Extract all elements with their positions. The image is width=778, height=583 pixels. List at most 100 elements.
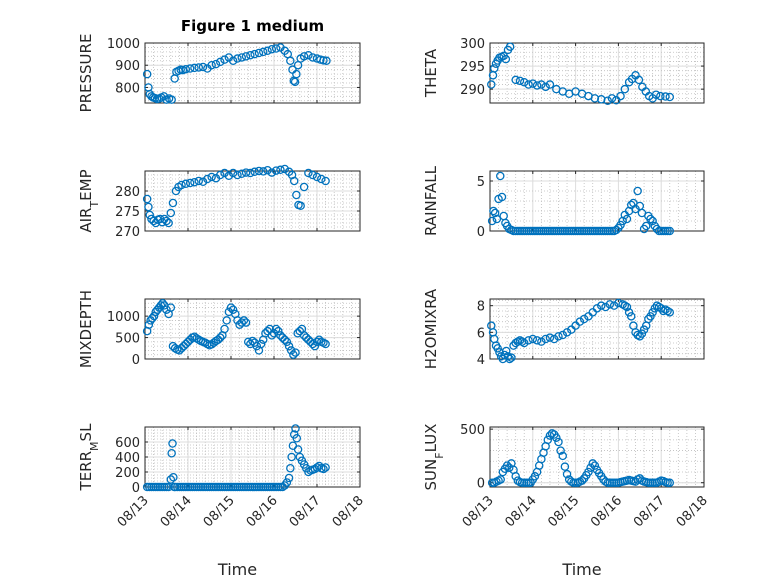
- data-point: [299, 331, 309, 340]
- x-axis-label: Time: [217, 560, 257, 579]
- y-tick-label: 295: [460, 60, 485, 75]
- data-point: [541, 82, 550, 92]
- data-point: [515, 76, 525, 86]
- data-point: [292, 190, 301, 200]
- data-point: [142, 69, 152, 79]
- data-point: [167, 95, 176, 104]
- data-point: [661, 92, 670, 101]
- y-axis-label: THETA: [422, 48, 440, 98]
- data-point: [304, 50, 313, 60]
- x-tick-label: 08/18: [674, 493, 711, 530]
- data-point: [519, 77, 529, 87]
- x-tick-label: 08/13: [115, 493, 152, 530]
- data-point: [590, 94, 600, 103]
- data-point: [293, 445, 303, 454]
- data-point: [505, 42, 515, 51]
- subplot-mixdepth: 0 500 1000 MIXDEPTH: [77, 290, 361, 368]
- data-point: [233, 316, 242, 325]
- data-point: [626, 312, 636, 321]
- data-point: [646, 312, 655, 321]
- data-point: [651, 90, 661, 99]
- series-markers: [142, 164, 330, 228]
- y-axis-label: H2OMIXRA: [422, 288, 440, 369]
- series-markers: [142, 424, 330, 492]
- y-tick-label: 800: [115, 81, 140, 96]
- data-point: [607, 94, 617, 103]
- data-point: [276, 331, 285, 340]
- data-point: [524, 80, 533, 89]
- data-point: [203, 174, 212, 184]
- data-point: [665, 92, 675, 102]
- data-point: [286, 463, 295, 473]
- data-point: [207, 60, 216, 70]
- data-point: [501, 54, 511, 64]
- data-point: [507, 353, 516, 362]
- data-point: [639, 325, 649, 334]
- data-point: [304, 168, 313, 178]
- data-point: [287, 452, 296, 462]
- data-point: [183, 337, 193, 347]
- data-point: [250, 167, 259, 177]
- series-markers: [142, 299, 330, 359]
- data-point: [233, 54, 242, 63]
- y-tick-label: 270: [115, 225, 140, 240]
- data-point: [215, 170, 225, 180]
- y-tick-label: 600: [115, 436, 140, 451]
- data-point: [258, 167, 268, 176]
- axes-box: [489, 170, 705, 232]
- axes-box: [489, 298, 705, 360]
- data-point: [319, 56, 328, 65]
- data-point: [220, 55, 229, 64]
- data-point: [295, 326, 305, 336]
- data-point: [144, 320, 154, 329]
- data-point: [292, 69, 301, 79]
- data-point: [650, 304, 660, 313]
- data-point: [280, 335, 289, 344]
- data-point: [505, 463, 514, 472]
- data-point: [213, 335, 223, 344]
- axes-frame: [144, 298, 361, 360]
- data-point: [190, 63, 199, 73]
- data-point: [577, 476, 587, 485]
- data-point: [537, 337, 546, 346]
- data-point: [162, 305, 171, 314]
- y-tick-label: 1000: [107, 310, 140, 325]
- data-point: [528, 334, 538, 344]
- data-point: [321, 463, 330, 472]
- data-point: [543, 435, 553, 445]
- data-point: [156, 301, 166, 310]
- data-point: [175, 346, 184, 355]
- data-point: [179, 341, 188, 351]
- data-point: [511, 472, 520, 481]
- data-point: [312, 337, 322, 347]
- data-point: [246, 168, 255, 178]
- data-point: [177, 344, 186, 353]
- data-point: [505, 354, 514, 364]
- data-point: [286, 56, 295, 66]
- data-point: [549, 334, 559, 344]
- data-point: [537, 80, 546, 89]
- axes-box: [144, 170, 361, 232]
- y-tick-label: 1000: [107, 37, 140, 52]
- data-point: [222, 316, 231, 325]
- subplot-theta: 290 295 300 THETA: [422, 37, 705, 105]
- data-point: [622, 302, 632, 312]
- data-point: [665, 226, 675, 236]
- data-point: [241, 318, 251, 327]
- x-tick-label: 08/15: [545, 493, 582, 530]
- x-tick-label: 08/15: [201, 493, 238, 530]
- y-tick-label: 300: [460, 37, 485, 52]
- data-point: [528, 79, 538, 88]
- data-point: [237, 169, 246, 179]
- data-point: [648, 308, 657, 317]
- data-point: [254, 48, 264, 58]
- data-point: [492, 214, 502, 224]
- y-axis-label: PRESSURE: [77, 34, 95, 113]
- data-point: [142, 194, 152, 204]
- data-point: [588, 459, 597, 468]
- data-point: [648, 216, 657, 226]
- y-tick-label: 500: [115, 332, 140, 347]
- data-point: [278, 333, 287, 342]
- data-point: [633, 186, 642, 196]
